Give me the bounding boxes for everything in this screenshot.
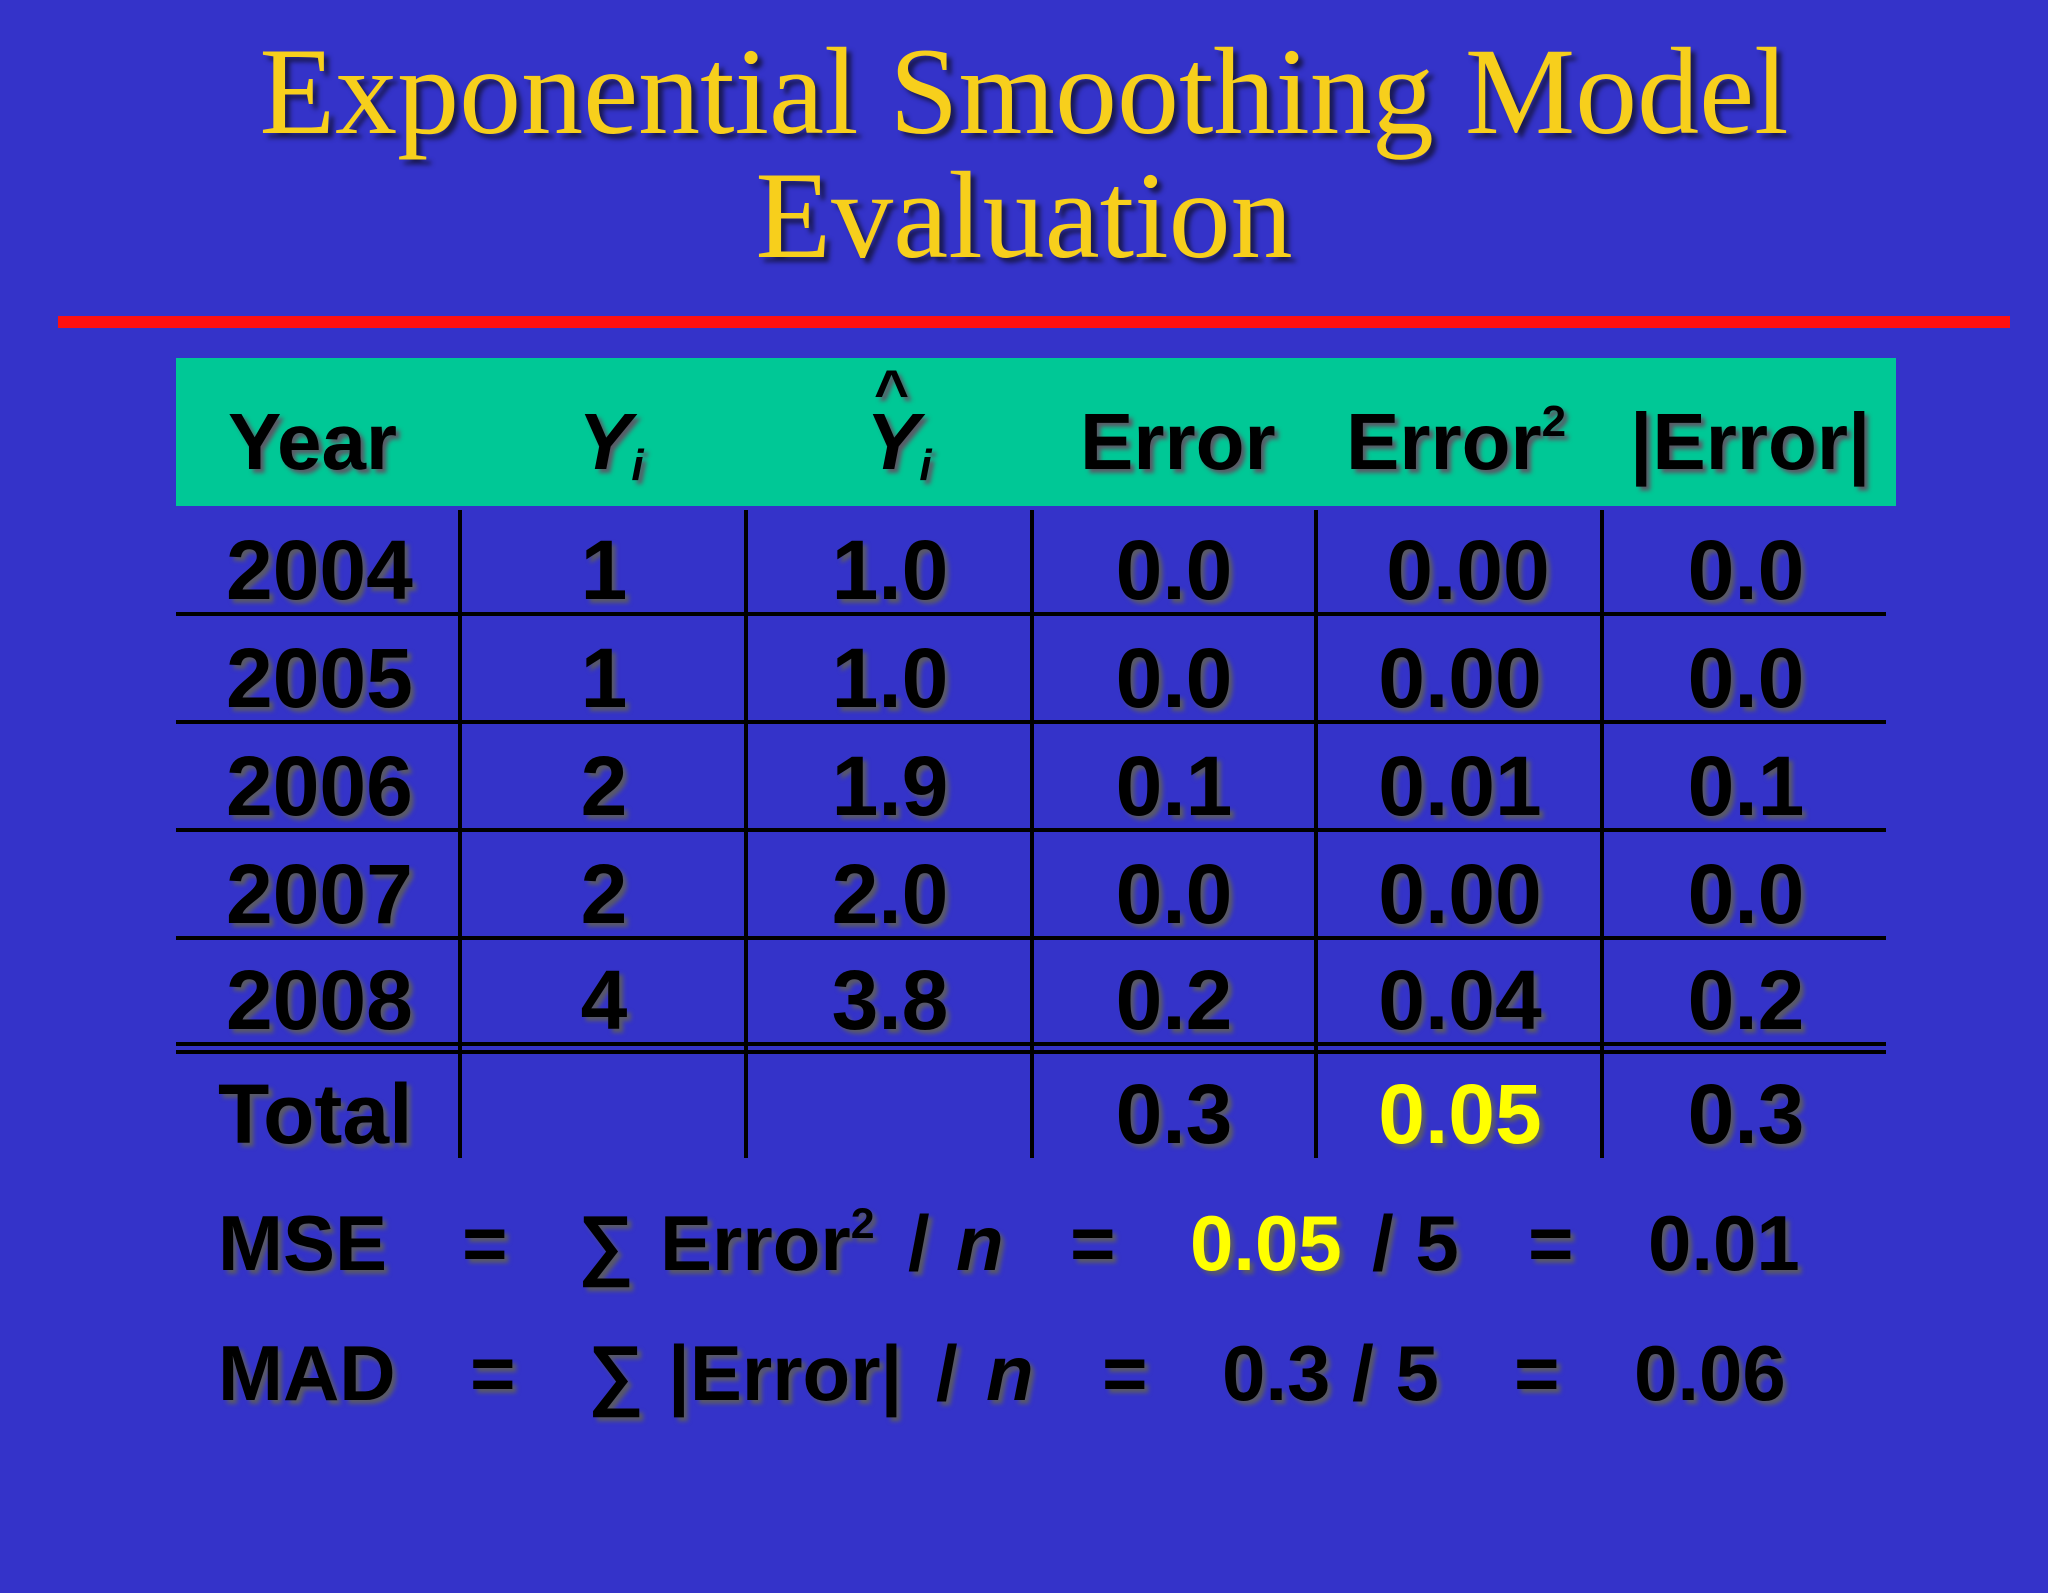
cell-abs-error: 0.1 [1687, 739, 1805, 833]
total-label: Total [218, 1067, 413, 1161]
grid-line-horizontal [176, 1042, 1886, 1046]
total-abs-error: 0.3 [1687, 1067, 1805, 1161]
grid-line-vertical [458, 510, 462, 1158]
total-error-squared: 0.05 [1378, 1067, 1542, 1161]
grid-line-horizontal [176, 936, 1886, 940]
grid-line-vertical [744, 510, 748, 1158]
cell-abs-error: 0.2 [1687, 953, 1805, 1047]
cell-yhat: 1.9 [831, 739, 949, 833]
sigma-symbol: ∑ [578, 1199, 634, 1287]
mse-term: Error2 [660, 1199, 875, 1287]
header-yhat-hat: ^ [874, 358, 910, 425]
cell-abs-error: 0.0 [1687, 631, 1805, 725]
grid-line-horizontal [176, 1050, 1886, 1054]
mse-equals-3: = [1528, 1199, 1574, 1287]
cell-error: 0.0 [1115, 631, 1233, 725]
cell-year: 2006 [226, 739, 413, 833]
cell-year: 2008 [226, 953, 413, 1047]
cell-yhat: 1.0 [831, 523, 949, 617]
cell-yhat: 1.0 [831, 631, 949, 725]
sigma-symbol: ∑ [588, 1329, 644, 1417]
grid-line-vertical [1600, 510, 1604, 1158]
cell-error: 0.2 [1115, 953, 1233, 1047]
cell-error: 0.0 [1115, 847, 1233, 941]
grid-line-horizontal [176, 612, 1886, 616]
grid-line-vertical [1314, 510, 1318, 1158]
mse-slash: / [908, 1199, 930, 1287]
cell-y: 1 [580, 523, 628, 617]
mad-label: MAD [218, 1329, 396, 1417]
slide-title: Exponential Smoothing Model Evaluation [0, 30, 2048, 278]
mad-equals-2: = [1102, 1329, 1148, 1417]
mad-term: |Error| [668, 1329, 903, 1417]
mse-n: n [956, 1199, 1004, 1287]
title-line-1: Exponential Smoothing Model [259, 23, 1789, 160]
header-year: Year [228, 397, 398, 486]
mse-divisor: / 5 [1372, 1199, 1459, 1287]
table-header-band [176, 358, 1896, 506]
mad-equals-3: = [1514, 1329, 1560, 1417]
cell-abs-error: 0.0 [1687, 523, 1805, 617]
cell-error-squared: 0.04 [1378, 953, 1542, 1047]
mse-equals: = [462, 1199, 508, 1287]
cell-y: 2 [580, 739, 628, 833]
cell-year: 2004 [226, 523, 413, 617]
cell-yhat: 3.8 [831, 953, 949, 1047]
cell-error-squared: 0.00 [1378, 847, 1542, 941]
cell-y: 4 [580, 953, 628, 1047]
header-error-squared: Error2 [1346, 397, 1567, 486]
title-line-2: Evaluation [755, 147, 1293, 284]
mse-result: 0.01 [1648, 1199, 1800, 1287]
mse-numerator: 0.05 [1190, 1199, 1342, 1287]
cell-y: 2 [580, 847, 628, 941]
cell-error-squared: 0.01 [1378, 739, 1542, 833]
header-abs-error: |Error| [1630, 397, 1871, 486]
header-yhat: Yi [866, 397, 932, 490]
mad-n: n [986, 1329, 1034, 1417]
mad-expression: 0.3 / 5 [1222, 1329, 1439, 1417]
header-y: Yi [578, 397, 644, 490]
mse-equals-2: = [1070, 1199, 1116, 1287]
grid-line-horizontal [176, 828, 1886, 832]
cell-year: 2005 [226, 631, 413, 725]
cell-error: 0.0 [1115, 523, 1233, 617]
cell-error: 0.1 [1115, 739, 1233, 833]
mad-equals: = [470, 1329, 516, 1417]
total-error: 0.3 [1115, 1067, 1233, 1161]
mse-label: MSE [218, 1199, 388, 1287]
cell-error-squared: 0.00 [1386, 523, 1550, 617]
cell-error-squared: 0.00 [1378, 631, 1542, 725]
mad-result: 0.06 [1634, 1329, 1786, 1417]
header-error: Error [1080, 397, 1276, 486]
mad-slash: / [936, 1329, 958, 1417]
cell-year: 2007 [226, 847, 413, 941]
grid-line-vertical [1030, 510, 1034, 1158]
cell-abs-error: 0.0 [1687, 847, 1805, 941]
grid-line-horizontal [176, 720, 1886, 724]
cell-yhat: 2.0 [831, 847, 949, 941]
cell-y: 1 [580, 631, 628, 725]
title-divider [58, 316, 2010, 328]
